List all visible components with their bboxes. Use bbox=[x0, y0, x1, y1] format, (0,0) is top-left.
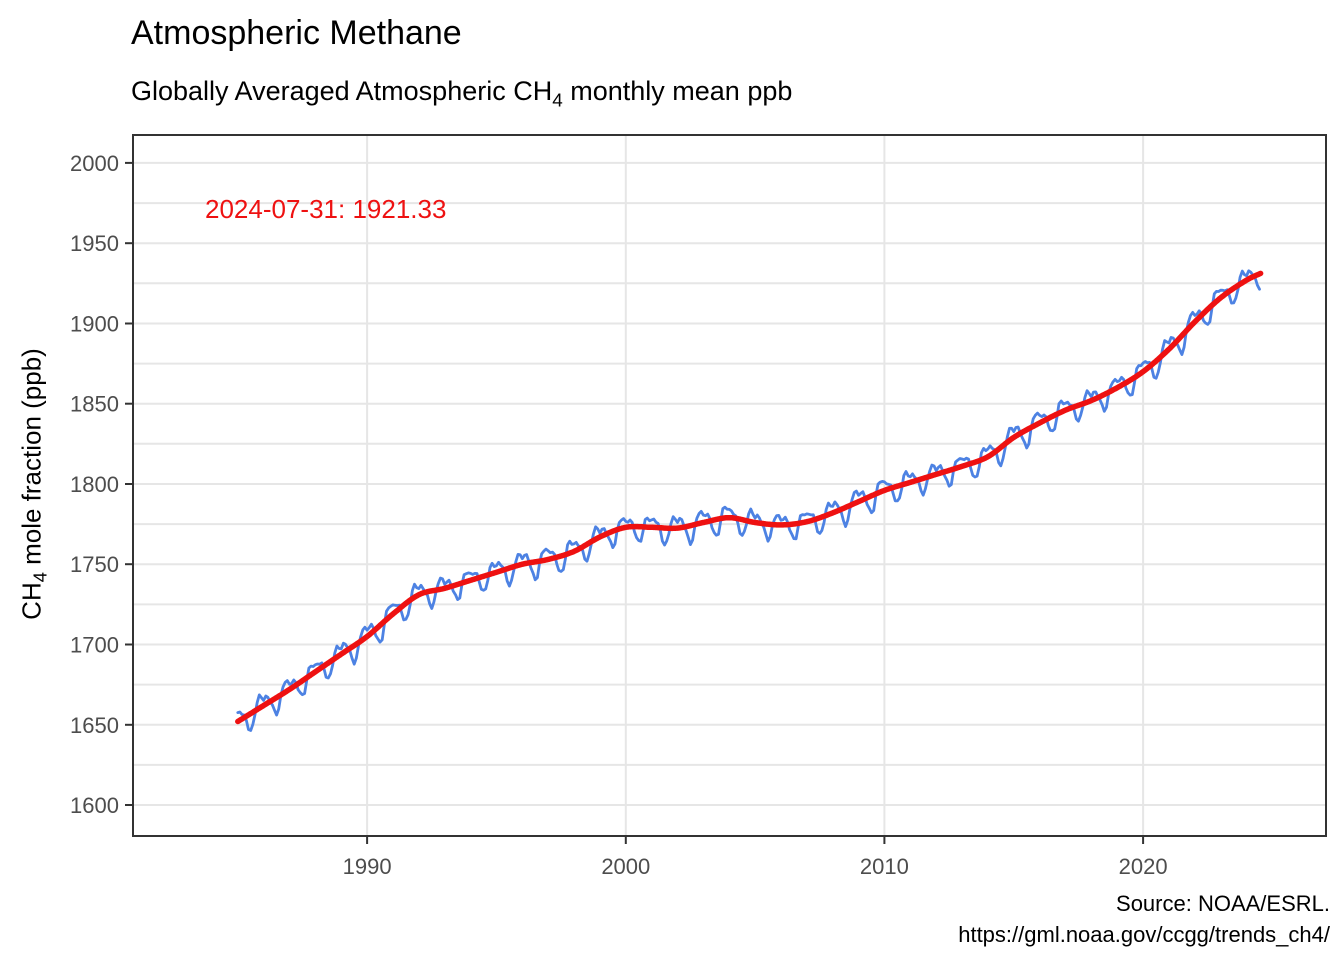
page-title: Atmospheric Methane bbox=[131, 14, 462, 52]
y-tick-label: 2000 bbox=[70, 151, 119, 176]
y-tick-label: 1850 bbox=[70, 392, 119, 417]
subtitle-text: Globally Averaged Atmospheric CH bbox=[131, 76, 553, 106]
x-tick-label: 2010 bbox=[860, 854, 909, 879]
source-caption: Source: NOAA/ESRL. https://gml.noaa.gov/… bbox=[958, 888, 1330, 950]
axis-ticks bbox=[125, 161, 1145, 844]
y-tick-label: 1800 bbox=[70, 472, 119, 497]
y-axis-title: CH4 mole fraction (ppb) bbox=[16, 348, 51, 620]
x-tick-label: 1990 bbox=[343, 854, 392, 879]
caption-source-line: Source: NOAA/ESRL. bbox=[1116, 891, 1330, 916]
y-axis-title-subscript: 4 bbox=[30, 572, 51, 583]
monthly-mean-line bbox=[236, 269, 1261, 732]
latest-value-annotation: 2024-07-31: 1921.33 bbox=[205, 194, 447, 224]
y-tick-label: 1600 bbox=[70, 793, 119, 818]
subtitle-suffix: monthly mean ppb bbox=[562, 76, 793, 106]
y-axis-title-text: CH bbox=[16, 582, 47, 620]
caption-url-line: https://gml.noaa.gov/ccgg/trends_ch4/ bbox=[958, 922, 1330, 947]
y-axis-title-suffix: mole fraction (ppb) bbox=[16, 348, 47, 573]
x-tick-label: 2000 bbox=[601, 854, 650, 879]
panel-border bbox=[132, 134, 1327, 837]
trend-line bbox=[235, 270, 1264, 725]
plot-subtitle: Globally Averaged Atmospheric CH4 monthl… bbox=[131, 76, 793, 110]
y-tick-label: 1900 bbox=[70, 312, 119, 337]
y-tick-label: 1700 bbox=[70, 633, 119, 658]
x-tick-label: 2020 bbox=[1119, 854, 1168, 879]
gridlines bbox=[133, 135, 1326, 836]
y-tick-label: 1650 bbox=[70, 713, 119, 738]
axis-tick-labels: 1600 1650 1700 1750 1800 1850 1900 1950 2000 1990… bbox=[70, 151, 1168, 879]
subtitle-subscript: 4 bbox=[552, 90, 563, 112]
y-tick-label: 1950 bbox=[70, 231, 119, 256]
y-tick-label: 1750 bbox=[70, 552, 119, 577]
